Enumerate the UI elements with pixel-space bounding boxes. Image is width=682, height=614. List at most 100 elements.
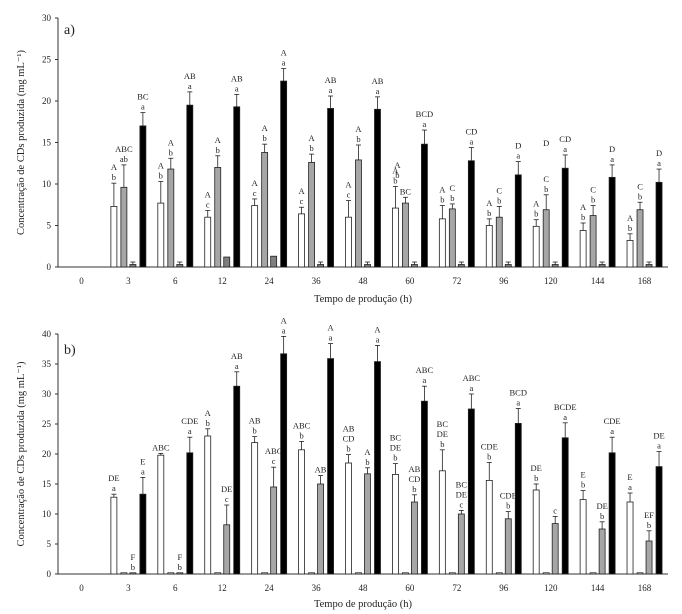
bar [514,174,522,268]
bar [317,264,324,268]
significance-label: AB [343,424,355,434]
significance-label: AB [409,464,421,474]
y-tick-label: 15 [42,479,52,489]
significance-label: A [580,202,587,212]
significance-label: ABC [293,420,311,430]
significance-label: a [423,119,427,129]
significance-label: b [487,208,491,218]
bar [110,206,118,268]
significance-label: A [394,160,401,170]
bar [270,255,278,268]
significance-label: b [216,145,220,155]
bar [402,202,409,268]
significance-label: b [393,453,397,463]
bar [411,501,418,575]
panel-label: a) [64,23,75,38]
bar [139,493,147,575]
significance-label: EF [644,510,654,520]
bar [608,176,616,268]
significance-label: CD [343,434,355,444]
x-tick-label: 120 [544,276,558,286]
bar [457,513,465,575]
significance-label: ABC [416,365,434,375]
bar [298,449,305,575]
significance-label: a [423,375,427,385]
bar [561,437,569,575]
significance-label: F [131,552,136,562]
bar [411,264,418,268]
significance-label: a [329,85,333,95]
bar [233,106,241,268]
bar [485,225,493,268]
significance-label: BC [137,92,149,102]
y-tick-label: 40 [42,329,52,339]
significance-label: b [581,212,585,222]
x-tick-label: 12 [218,583,227,593]
bar [251,205,259,268]
significance-label: C [590,185,596,195]
significance-label: b [253,426,257,436]
significance-label: b [356,134,360,144]
significance-label: A [374,324,381,334]
significance-label: b [487,451,491,461]
bar [374,108,381,268]
significance-label: a [282,58,286,68]
significance-label: A [205,408,212,418]
significance-label: a [657,158,661,168]
significance-label: A [345,180,352,190]
bar [233,385,241,575]
bar [110,496,118,575]
significance-label: a [469,136,473,146]
x-tick-label: 12 [218,276,227,286]
significance-label: a [516,151,520,161]
x-tick-label: 72 [452,583,461,593]
y-tick-label: 25 [42,55,52,65]
bar [645,540,653,575]
x-tick-label: 0 [79,583,84,593]
significance-label: b [647,520,651,530]
bar [167,572,175,575]
bar [448,572,456,575]
significance-label: c [206,200,210,210]
significance-label: AB [231,351,243,361]
bar [608,452,616,575]
significance-label: A [215,135,222,145]
significance-label: a [188,426,192,436]
bar [655,466,663,575]
x-tick-label: 6 [173,276,178,286]
significance-label: CDE [604,416,621,426]
significance-label: b [263,133,267,143]
significance-label: D [609,144,615,154]
bar [374,361,381,575]
significance-label: C [543,174,549,184]
bar [364,473,371,575]
y-axis-label: Concentração de CDs produzida (mg mL⁻¹) [16,361,27,547]
significance-label: c [300,196,304,206]
significance-label: CD [559,134,571,144]
bar [438,218,446,268]
significance-label: CDE [481,441,498,451]
bar [327,358,334,575]
significance-label: A [439,185,446,195]
bar [589,572,597,575]
bar [598,528,606,575]
bar [214,166,222,268]
significance-label: b [497,195,501,205]
x-tick-label: 144 [591,583,605,593]
significance-label: ABC [115,144,133,154]
significance-label: DE [108,473,119,483]
x-tick-label: 120 [544,583,558,593]
bar [598,264,606,268]
bar [402,572,409,575]
bar [355,159,362,268]
significance-label: E [140,456,145,466]
x-tick-label: 48 [359,583,369,593]
significance-label: A [262,123,269,133]
significance-label: b [581,480,585,490]
bar [157,202,165,268]
bar [308,572,315,575]
bar [514,422,522,575]
x-axis-label: Tempo de produção (h) [314,599,413,610]
x-tick-label: 36 [312,583,322,593]
